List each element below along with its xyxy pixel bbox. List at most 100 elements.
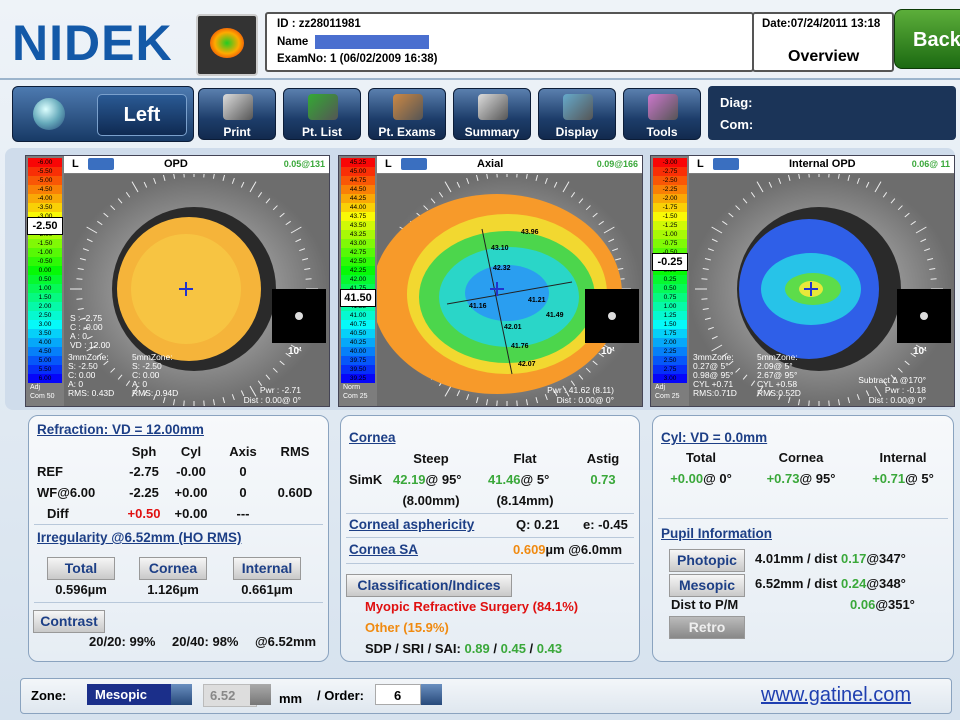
eye-selector[interactable]: Left <box>12 86 194 142</box>
map-image <box>64 174 329 406</box>
zone-label: Zone: <box>31 688 67 703</box>
scale-step: -5.00 <box>28 176 62 185</box>
degree-tick <box>272 367 278 373</box>
degree-tick <box>222 397 226 404</box>
toolbar-button[interactable]: Summary <box>453 88 531 140</box>
toolbar-button[interactable]: Display <box>538 88 616 140</box>
degree-tick <box>290 226 302 234</box>
scale-mark: 10' <box>288 346 302 357</box>
zoom-icon[interactable] <box>401 158 427 170</box>
dropdown-arrow[interactable] <box>250 684 271 705</box>
degree-tick <box>77 307 84 310</box>
mesopic-text: 6.52mm / dist <box>755 576 838 591</box>
steep-radius: (8.00mm) <box>402 493 460 508</box>
point-label: 41.49 <box>546 312 564 319</box>
scale-selected: -0.25 <box>652 253 688 271</box>
scale-step: -2.25 <box>653 185 687 194</box>
zone-select[interactable]: Mesopic <box>87 684 179 705</box>
photopic-value: 0.17 <box>841 551 867 566</box>
eye-label: L <box>72 158 79 170</box>
irregularity-value: 0.596µm <box>55 582 107 597</box>
degree-tick <box>466 177 470 184</box>
degree-tick <box>203 174 205 178</box>
degree-tick <box>173 174 176 179</box>
map-header: L Internal OPD 0.06@ 11 <box>689 156 954 173</box>
degree-tick <box>279 360 285 366</box>
eye-label: L <box>385 158 392 170</box>
degree-tick <box>212 399 215 406</box>
contrast-button[interactable]: Contrast <box>33 610 105 633</box>
zone-note: 3mmZone: <box>693 352 734 362</box>
size-select[interactable]: 6.52 <box>203 684 257 707</box>
toolbar-button[interactable]: Pt. Exams <box>368 88 446 140</box>
degree-tick <box>143 390 148 397</box>
scale-step: 40.50 <box>341 329 375 338</box>
toolbar-button[interactable]: Tools <box>623 88 701 140</box>
degree-tick <box>882 192 888 198</box>
cyl-panel: Cyl: VD = 0.0mm Total +0.00@ 0° Cornea +0.7… <box>652 415 954 662</box>
retro-button[interactable]: Retro <box>669 616 745 639</box>
zoom-icon[interactable] <box>88 158 114 170</box>
degree-tick <box>778 177 782 184</box>
mesopic-button[interactable]: Mesopic <box>669 574 745 597</box>
degree-tick <box>837 399 840 406</box>
degree-tick <box>125 192 131 198</box>
degree-tick <box>592 212 598 218</box>
degree-tick <box>612 248 619 252</box>
dropdown-arrow[interactable] <box>421 684 442 705</box>
degree-tick <box>110 367 116 373</box>
zoom-icon[interactable] <box>713 158 739 170</box>
irregularity-button[interactable]: Cornea <box>139 557 207 580</box>
scale-step: -3.00 <box>28 212 62 221</box>
cyl-entry: +0.71@ 5° <box>872 471 934 486</box>
degree-tick <box>915 226 927 234</box>
irregularity-value: 1.126µm <box>147 582 199 597</box>
refraction-value: 0 <box>239 485 247 500</box>
map-note: C : -0.00 <box>70 322 103 332</box>
scale-mark: 10' <box>913 346 927 357</box>
website-link[interactable]: www.gatinel.com <box>761 684 912 706</box>
scale-selected: -2.50 <box>27 217 63 235</box>
point-label: 42.07 <box>518 361 536 368</box>
power-note: Pwr : -0.18 <box>884 385 926 395</box>
degree-tick <box>466 394 470 401</box>
photopic-button[interactable]: Photopic <box>669 549 745 572</box>
toolbar-button[interactable]: Print <box>198 88 276 140</box>
degree-tick <box>444 181 452 193</box>
sa-title: Cornea SA <box>349 542 419 557</box>
scale-step: 40.25 <box>341 338 375 347</box>
column-header: Astig <box>586 451 620 466</box>
scale-step: 42.50 <box>341 257 375 266</box>
degree-tick <box>798 174 801 179</box>
degree-tick <box>299 248 306 252</box>
degree-tick <box>615 257 622 261</box>
degree-tick <box>924 248 931 252</box>
scale-step: 5.00 <box>28 356 62 365</box>
degree-tick <box>486 174 489 179</box>
order-select[interactable]: 6 <box>375 684 421 705</box>
scale-step: 44.75 <box>341 176 375 185</box>
scale-footer: Com 25 <box>343 393 368 400</box>
scale-step: 0.00 <box>28 266 62 275</box>
zone-note: RMS:0.71D <box>693 388 737 398</box>
degree-tick <box>750 380 756 386</box>
map-header: L Axial 0.09@166 <box>377 156 642 173</box>
cyl-axis: @ 0° <box>703 471 732 486</box>
degree-tick <box>904 212 910 218</box>
degree-tick <box>570 380 576 386</box>
irregularity-button[interactable]: Internal <box>233 557 301 580</box>
contrast-value: 20/40: 98% <box>172 634 239 649</box>
irregularity-button[interactable]: Total <box>47 557 115 580</box>
point-label: 41.21 <box>528 297 546 304</box>
power-note: Pwr : 41.62 (8.11) <box>547 385 614 395</box>
flat-radius: (8.14mm) <box>496 493 554 508</box>
zone-note: 2.67@ 95° <box>757 370 798 380</box>
dropdown-arrow[interactable] <box>171 684 192 705</box>
toolbar-button[interactable]: Pt. List <box>283 88 361 140</box>
degree-tick <box>82 248 89 252</box>
side-label: Left <box>97 94 187 136</box>
scale-step: 1.50 <box>28 293 62 302</box>
back-button[interactable]: Back <box>894 9 960 69</box>
irregularity-title: Irregularity @6.52mm (HO RMS) <box>37 530 242 545</box>
classification-button[interactable]: Classification/Indices <box>346 574 512 597</box>
